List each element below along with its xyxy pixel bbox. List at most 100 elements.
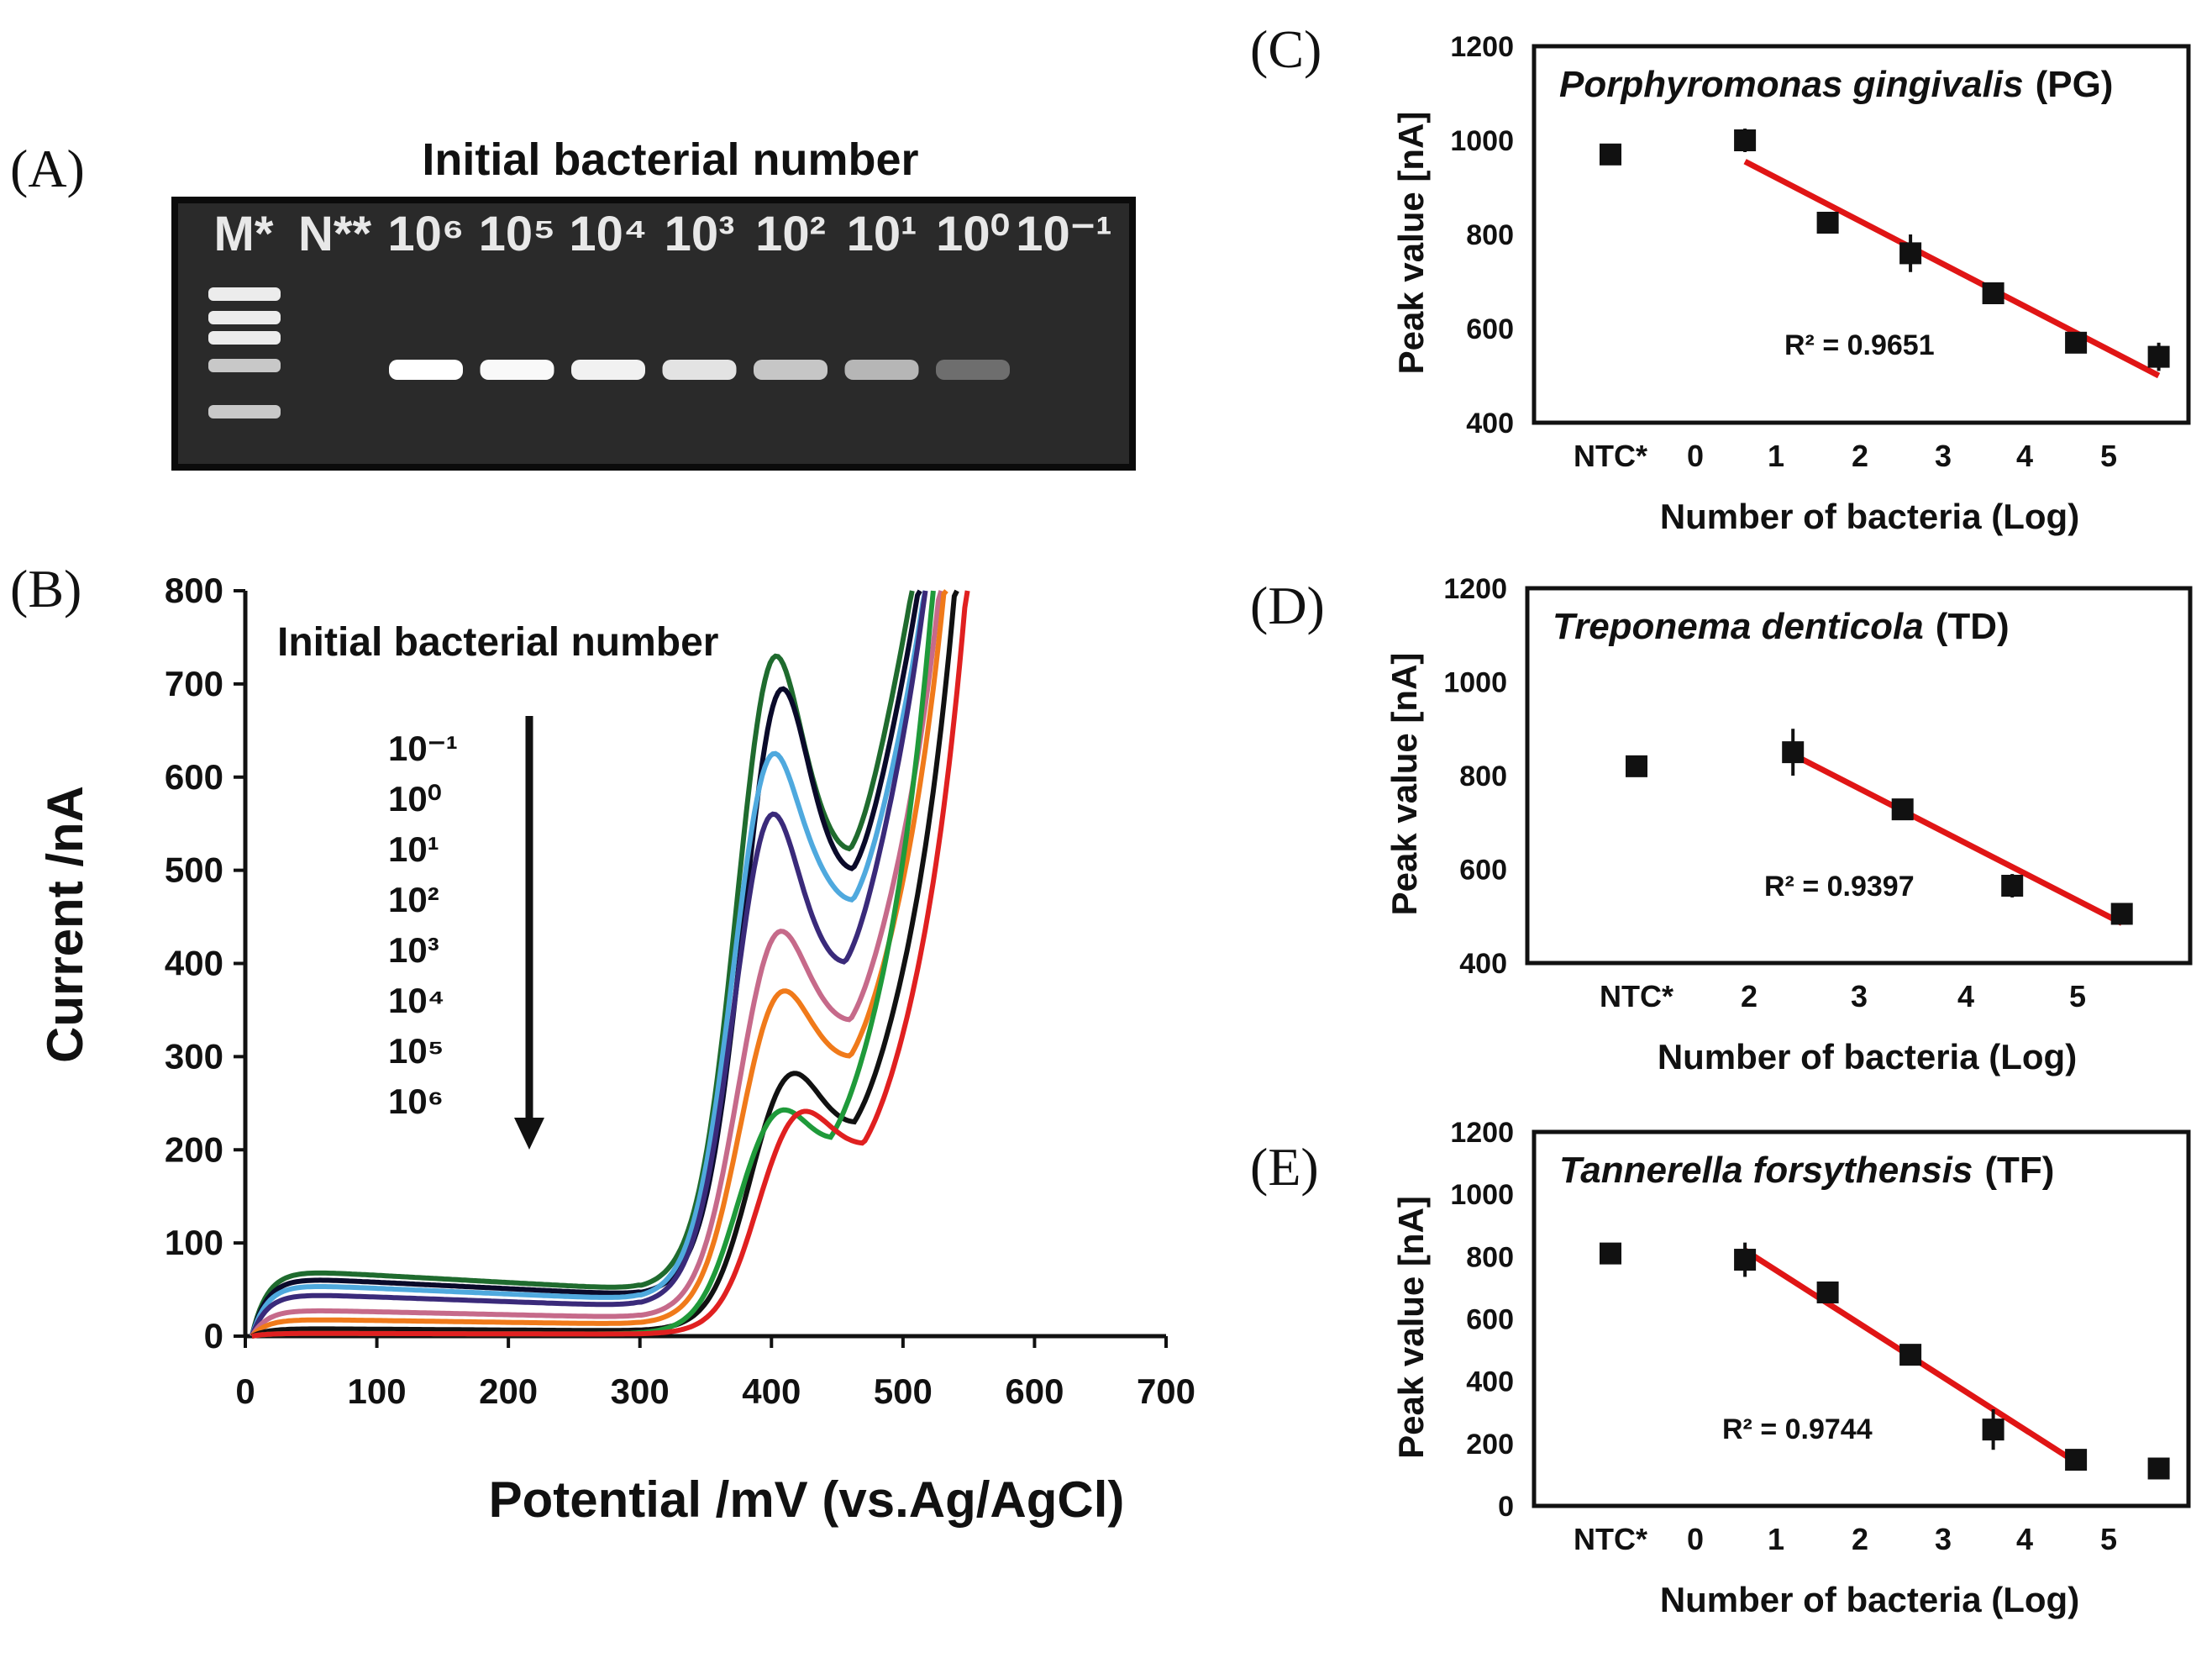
y-tick-label: 0 bbox=[1498, 1491, 1514, 1523]
species-abbrev: (PG) bbox=[2036, 64, 2114, 105]
voltammogram-series-line bbox=[250, 589, 948, 1339]
x-tick-label: 200 bbox=[479, 1371, 538, 1411]
voltammogram-chart: 0 100 200 300 400 500 600 700 800 0 100 200 300 400 50… bbox=[37, 571, 1195, 1528]
data-point bbox=[1734, 129, 1757, 151]
x-tick-label: 3 bbox=[1935, 439, 1952, 473]
x-tick-label: 600 bbox=[1005, 1371, 1064, 1411]
gel-panel: Initial bacterial number M* N** 10⁶ 10⁵ 10⁴ 1… bbox=[171, 134, 1136, 471]
y-tick-label: 0 bbox=[204, 1316, 223, 1355]
panel-label-e: (E) bbox=[1250, 1137, 1319, 1197]
calibration-chart-tf: 0 200 400 600 800 1000 1200 NTC* 0 1 2 3 4 5 Tannerell… bbox=[1391, 1117, 2191, 1619]
gel-band bbox=[389, 360, 463, 380]
x-tick-label: 4 bbox=[1957, 979, 1974, 1013]
y-axis-label: Peak value [nA] bbox=[1391, 1196, 1431, 1459]
species-title: Tannerella forsythensis (TF) bbox=[1559, 1150, 2054, 1191]
x-tick-label: 100 bbox=[348, 1371, 407, 1411]
x-tick-label: 3 bbox=[1851, 979, 1868, 1013]
ladder-band bbox=[208, 331, 281, 345]
voltammogram-xlabel: Potential /mV (vs.Ag/AgCl) bbox=[489, 1471, 1125, 1528]
legend-label: 10⁴ bbox=[388, 981, 445, 1020]
data-point bbox=[1816, 212, 1839, 234]
x-tick-label: 5 bbox=[2100, 439, 2117, 473]
voltammogram-curves bbox=[249, 589, 970, 1339]
legend-label: 10³ bbox=[388, 930, 439, 970]
gel-lanes: M* N** 10⁶ 10⁵ 10⁴ 10³ 10² 10¹ 10⁰ 10⁻¹ bbox=[208, 207, 1112, 418]
gel-lane-label: 10⁰ bbox=[936, 207, 1010, 261]
gel-lane-label: 10¹ bbox=[847, 207, 917, 261]
panel-label-a: (A) bbox=[10, 139, 85, 198]
x-tick-label: NTC* bbox=[1574, 439, 1647, 473]
voltammogram-series-line bbox=[249, 589, 922, 1337]
plot-frame bbox=[1532, 1129, 2191, 1508]
voltammogram-legend: 10⁻¹ 10⁰ 10¹ 10² 10³ 10⁴ 10⁵ 10⁶ bbox=[388, 729, 458, 1121]
species-name: Porphyromonas gingivalis bbox=[1559, 64, 2024, 105]
ladder-band bbox=[208, 287, 281, 301]
y-tick-label: 200 bbox=[165, 1129, 223, 1169]
data-point bbox=[1816, 1281, 1839, 1303]
x-tick-label: 500 bbox=[874, 1371, 933, 1411]
gel-band bbox=[936, 360, 1010, 380]
regression-line bbox=[1743, 159, 2161, 379]
legend-label: 10⁶ bbox=[388, 1082, 444, 1121]
y-tick-label: 400 bbox=[1466, 408, 1514, 440]
x-tick-label: 4 bbox=[2016, 1522, 2033, 1556]
voltammogram-series-line bbox=[250, 590, 944, 1338]
y-tick-label: 400 bbox=[1459, 948, 1507, 980]
x-axis-label: Number of bacteria (Log) bbox=[1658, 1037, 2077, 1076]
plot-frame bbox=[1525, 586, 2193, 966]
voltammogram-series-line bbox=[251, 590, 970, 1339]
voltammogram-series-line bbox=[249, 590, 928, 1337]
x-tick-label: 0 bbox=[235, 1371, 255, 1411]
gel-lane-label: M* bbox=[214, 207, 274, 261]
y-tick-label: 600 bbox=[1466, 1304, 1514, 1336]
y-tick-label: 700 bbox=[165, 664, 223, 703]
y-tick-label: 1000 bbox=[1443, 667, 1507, 699]
data-point bbox=[2065, 331, 2088, 354]
y-tick-label: 400 bbox=[165, 944, 223, 983]
x-tick-label: 3 bbox=[1935, 1522, 1952, 1556]
x-tick-label: 5 bbox=[2069, 979, 2086, 1013]
ntc-point bbox=[1626, 755, 1647, 777]
y-tick-label: 600 bbox=[1466, 313, 1514, 345]
data-point bbox=[1891, 798, 1914, 821]
species-name: Tannerella forsythensis bbox=[1559, 1150, 1973, 1191]
x-tick-label: NTC* bbox=[1574, 1522, 1647, 1556]
gel-lane-label: 10² bbox=[755, 207, 826, 261]
calibration-chart-pg: 400 600 800 1000 1200 NTC* 0 1 2 3 4 5 Porphyromonas… bbox=[1391, 31, 2191, 536]
data-point bbox=[1982, 1419, 2004, 1441]
x-tick-label: 1 bbox=[1768, 1522, 1784, 1556]
x-tick-label: 4 bbox=[2016, 439, 2033, 473]
gel-lane-label: 10⁻¹ bbox=[1016, 207, 1111, 261]
legend-label: 10⁰ bbox=[388, 779, 442, 818]
calibration-chart-td: 400 600 800 1000 1200 NTC* 2 3 4 5 Treponema denti… bbox=[1384, 573, 2193, 1076]
panel-label-b: (B) bbox=[10, 559, 81, 618]
gel-lane-label: 10³ bbox=[665, 207, 735, 261]
species-abbrev: (TD) bbox=[1936, 606, 2010, 647]
y-axis-label: Peak value [nA] bbox=[1391, 112, 1431, 375]
y-tick-label: 300 bbox=[165, 1036, 223, 1076]
panel-label-c: (C) bbox=[1250, 19, 1321, 79]
decrease-arrow-head bbox=[514, 1118, 544, 1150]
x-axis-label: Number of bacteria (Log) bbox=[1660, 497, 2079, 536]
y-axis-label: Peak value [nA] bbox=[1384, 653, 1424, 916]
x-tick-label: 400 bbox=[742, 1371, 801, 1411]
data-point bbox=[1899, 242, 1922, 265]
gel-title: Initial bacterial number bbox=[422, 134, 918, 185]
legend-label: 10¹ bbox=[388, 829, 439, 869]
y-tick-label: 1200 bbox=[1450, 1117, 1514, 1149]
data-point bbox=[2147, 345, 2170, 368]
voltammogram-series-line bbox=[250, 590, 928, 1338]
data-point bbox=[2065, 1449, 2088, 1471]
data-point bbox=[2001, 875, 2024, 897]
x-tick-label: 0 bbox=[1687, 1522, 1704, 1556]
x-tick-label: 2 bbox=[1741, 979, 1758, 1013]
data-point bbox=[2147, 1457, 2170, 1480]
legend-label: 10⁻¹ bbox=[388, 729, 458, 768]
y-tick-label: 1000 bbox=[1450, 125, 1514, 157]
y-tick-label: 600 bbox=[1459, 855, 1507, 887]
data-point bbox=[2110, 903, 2133, 925]
gel-band bbox=[480, 360, 554, 380]
ntc-point bbox=[1600, 1242, 1621, 1265]
x-axis-label: Number of bacteria (Log) bbox=[1660, 1580, 2079, 1619]
